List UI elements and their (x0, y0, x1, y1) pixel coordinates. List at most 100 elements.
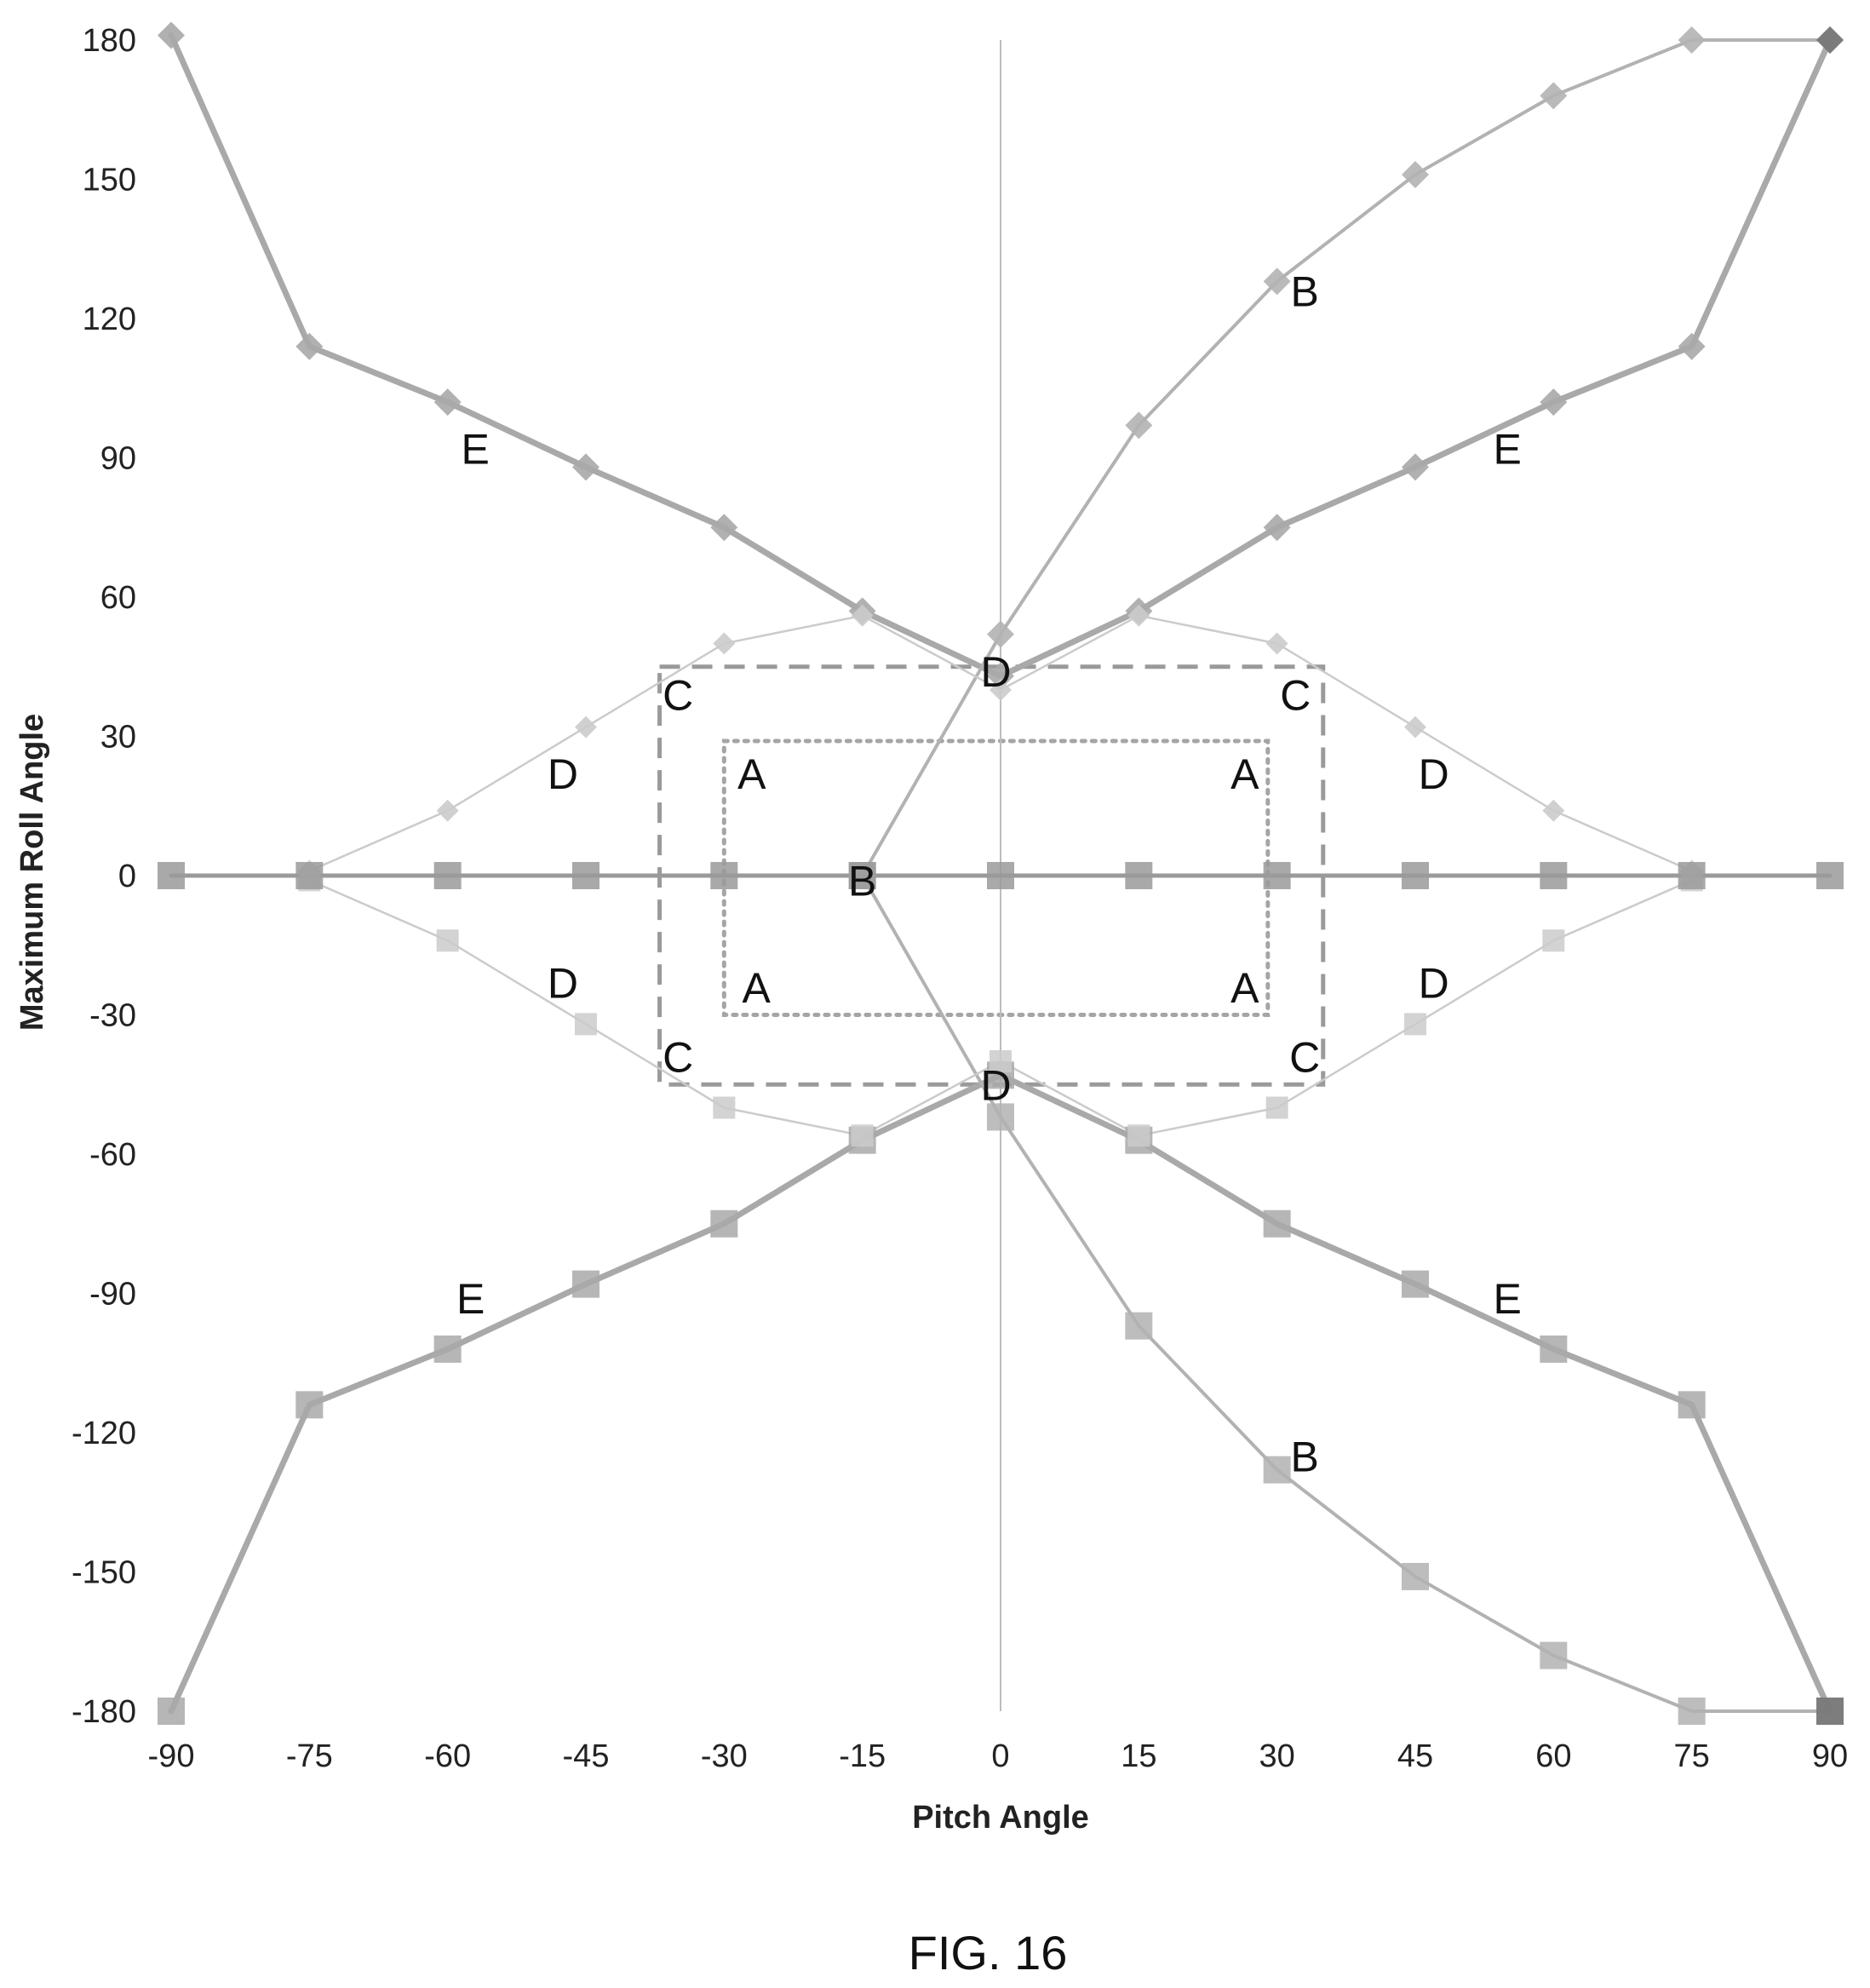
data-point-E_lower (295, 1391, 324, 1419)
annotation-label: B (848, 857, 876, 905)
series-markers (158, 21, 1844, 1725)
x-tick-label: 90 (1812, 1738, 1848, 1774)
y-tick-label: 90 (100, 441, 136, 477)
data-point-D_upper (989, 679, 1012, 701)
x-tick-label: -30 (701, 1738, 748, 1774)
data-point-zero_line (1678, 862, 1706, 889)
data-point-D_lower (1127, 1124, 1150, 1147)
data-point-E_upper (710, 514, 738, 542)
annotation-label: C (1280, 671, 1311, 719)
data-point-E_upper (1540, 388, 1568, 417)
data-point-zero_line (1263, 862, 1291, 889)
data-point-E_lower (710, 1209, 738, 1238)
data-point-D_upper (851, 604, 874, 627)
x-axis-title: Pitch Angle (912, 1800, 1089, 1836)
x-tick-label: -90 (148, 1738, 195, 1774)
data-point-E_upper (572, 453, 599, 481)
data-point-B_lower (1678, 1698, 1706, 1725)
data-point-D_lower (989, 1050, 1012, 1072)
data-point-D_lower (713, 1096, 736, 1119)
data-point-D_upper (436, 799, 459, 822)
annotation-label: D (981, 648, 1012, 696)
y-tick-label: -180 (72, 1694, 136, 1730)
figure-caption: FIG. 16 (909, 1926, 1068, 1979)
data-point-D_lower (436, 929, 459, 952)
data-point-D_lower (1265, 1096, 1288, 1119)
x-tick-label: 15 (1121, 1738, 1156, 1774)
data-point-E_upper (433, 388, 462, 417)
annotation-label: E (461, 426, 489, 474)
y-tick-label: -150 (72, 1555, 136, 1591)
y-tick-label: 150 (83, 163, 136, 198)
annotation-label: E (1494, 426, 1522, 474)
y-tick-label: -90 (89, 1277, 136, 1313)
annotation-label: D (548, 959, 578, 1007)
tick-labels: -90 -75 -60 -45 -30 -15 0 15 30 45 60 75 90180150120… (72, 23, 1848, 1774)
data-point-B_upper (1678, 26, 1706, 54)
annotation-label: B (1290, 267, 1318, 315)
data-point-D_upper (1542, 799, 1565, 822)
data-point-E_upper (158, 21, 185, 49)
data-point-B_lower (1125, 1312, 1153, 1340)
series-line-B_upper (860, 38, 1832, 877)
y-tick-label: -30 (89, 998, 136, 1034)
annotation-label: A (1230, 964, 1259, 1012)
series-line-B_lower (860, 874, 1832, 1713)
x-tick-label: 75 (1674, 1738, 1710, 1774)
annotation-label: C (1289, 1034, 1320, 1082)
data-point-E_upper (987, 662, 1014, 690)
data-point-D_upper (1127, 604, 1150, 627)
annotation-label: E (456, 1275, 485, 1323)
data-point-zero_line (710, 862, 738, 889)
data-point-D_upper (1265, 632, 1288, 655)
x-tick-label: 45 (1397, 1738, 1433, 1774)
data-point-D_lower (575, 1013, 597, 1036)
x-tick-label: 30 (1259, 1738, 1295, 1774)
data-point-D_upper (713, 632, 736, 655)
annotation-label: D (1419, 750, 1449, 798)
data-point-B_upper (987, 620, 1014, 648)
annotation-label: A (1230, 750, 1259, 798)
region-labels: B E E D C C D A A D B D A A D C C D E E B (456, 267, 1522, 1480)
data-point-E_lower (1263, 1209, 1291, 1238)
data-point-E_lower (1540, 1335, 1568, 1363)
data-point-B_lower (1540, 1641, 1568, 1669)
data-point-zero_line (1125, 862, 1153, 889)
x-tick-label: 0 (991, 1738, 1009, 1774)
data-point-B_upper (1402, 161, 1429, 189)
data-point-D_upper (1404, 715, 1426, 738)
data-point-D_lower (851, 1124, 874, 1147)
data-point-E_lower (1402, 1270, 1429, 1298)
data-point-B_upper (1816, 26, 1844, 54)
annotation-label: C (663, 671, 693, 719)
data-point-B_lower (1402, 1562, 1429, 1590)
data-point-B_lower (1816, 1698, 1844, 1725)
data-point-E_upper (1402, 453, 1429, 481)
data-point-D_upper (575, 715, 597, 738)
y-tick-label: -60 (89, 1137, 136, 1173)
x-tick-label: -45 (563, 1738, 610, 1774)
data-point-B_upper (1125, 411, 1153, 440)
x-tick-label: 60 (1535, 1738, 1571, 1774)
data-point-B_upper (1263, 267, 1291, 296)
y-tick-label: 60 (100, 580, 136, 616)
x-tick-label: -75 (286, 1738, 333, 1774)
annotation-label: D (1419, 959, 1449, 1007)
data-point-zero_line (572, 862, 599, 889)
data-point-E_upper (295, 332, 324, 360)
y-tick-label: 30 (100, 720, 136, 756)
data-point-zero_line (1816, 862, 1844, 889)
data-point-zero_line (848, 862, 876, 889)
data-point-zero_line (1402, 862, 1429, 889)
data-point-E_lower (1678, 1391, 1706, 1419)
data-point-E_lower (158, 1698, 185, 1725)
y-tick-label: -120 (72, 1416, 136, 1451)
data-point-zero_line (433, 862, 462, 889)
y-axis-title: Maximum Roll Angle (14, 714, 50, 1031)
data-point-E_upper (1263, 514, 1291, 542)
y-tick-label: 0 (118, 859, 136, 894)
annotation-label: A (743, 964, 772, 1012)
annotation-label: B (1290, 1433, 1318, 1480)
